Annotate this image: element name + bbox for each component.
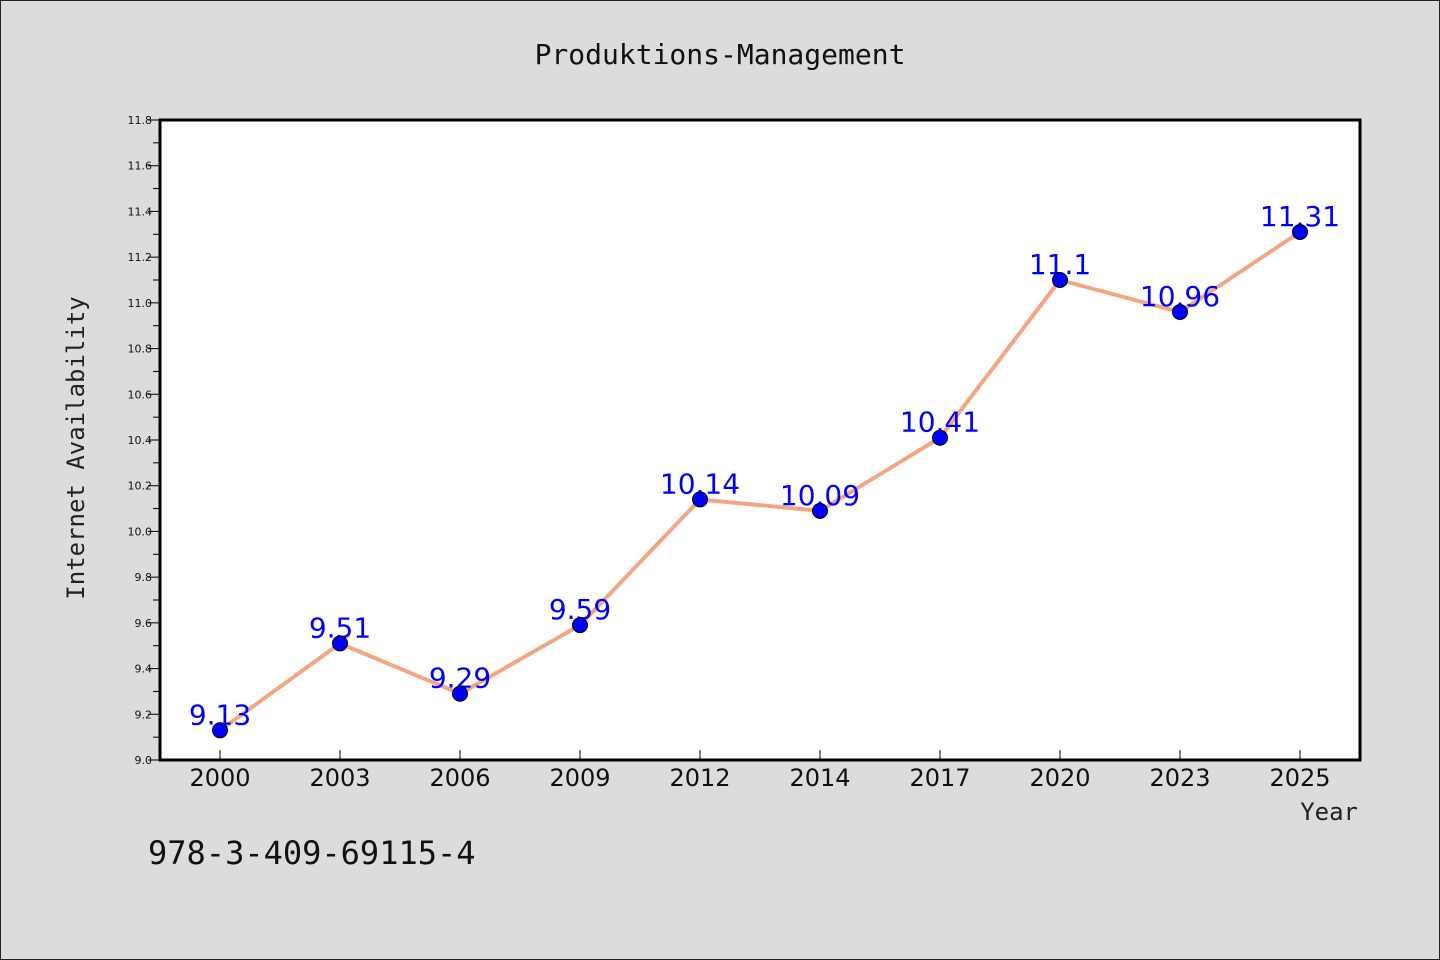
y-tick-label: 11.4 [128, 205, 153, 218]
y-axis-ticks: 9.0 9.2 9.4 9.6 9.8 10.0 10.2 10.4 10.6 10.8 11.0 1… [128, 114, 160, 767]
y-tick-label: 11.8 [128, 114, 153, 127]
x-tick-label: 2009 [549, 764, 610, 792]
x-tick-label: 2012 [669, 764, 730, 792]
series-line [218, 230, 1302, 732]
data-point [932, 429, 948, 446]
y-axis-label: Internet Availability [62, 296, 90, 599]
x-tick-label: 2020 [1029, 764, 1090, 792]
x-tick-label: 2017 [909, 764, 970, 792]
data-point [1172, 304, 1188, 320]
y-tick-label: 11.6 [128, 160, 153, 173]
x-tick-label: 2000 [189, 764, 250, 792]
y-tick-label: 9.8 [135, 571, 153, 584]
data-point [452, 685, 468, 702]
y-tick-label: 10.8 [128, 343, 153, 356]
x-axis-label: Year [1300, 798, 1358, 826]
y-tick-label: 10.4 [128, 434, 153, 447]
y-tick-label: 9.6 [135, 617, 153, 630]
y-tick-label: 11.0 [128, 297, 153, 310]
y-tick-label: 11.2 [128, 251, 153, 264]
footer-isbn: 978-3-409-69115-4 [148, 834, 476, 872]
x-tick-label: 2006 [429, 764, 490, 792]
data-point [812, 502, 828, 519]
x-axis-ticks: 2000 2003 2006 2009 2012 2014 2017 2020 2023 2025 [189, 750, 1331, 792]
data-point [1292, 224, 1308, 240]
plot-frame [158, 118, 1362, 762]
data-point [212, 722, 228, 739]
chart-title: Produktions-Management [535, 38, 906, 71]
y-tick-label: 10.6 [128, 388, 153, 401]
plot-area [160, 120, 1360, 760]
data-point [572, 617, 588, 634]
y-tick-label: 9.2 [135, 708, 153, 721]
y-tick-label: 9.0 [135, 754, 153, 767]
data-point [692, 491, 708, 508]
data-point [332, 635, 348, 652]
y-tick-label: 10.2 [128, 480, 153, 493]
x-tick-label: 2003 [309, 764, 370, 792]
x-tick-label: 2023 [1149, 764, 1210, 792]
data-point [1052, 272, 1068, 288]
y-tick-label: 10.0 [128, 525, 153, 538]
y-tick-label: 9.4 [135, 663, 153, 676]
x-tick-label: 2025 [1269, 764, 1330, 792]
x-tick-label: 2014 [789, 764, 850, 792]
